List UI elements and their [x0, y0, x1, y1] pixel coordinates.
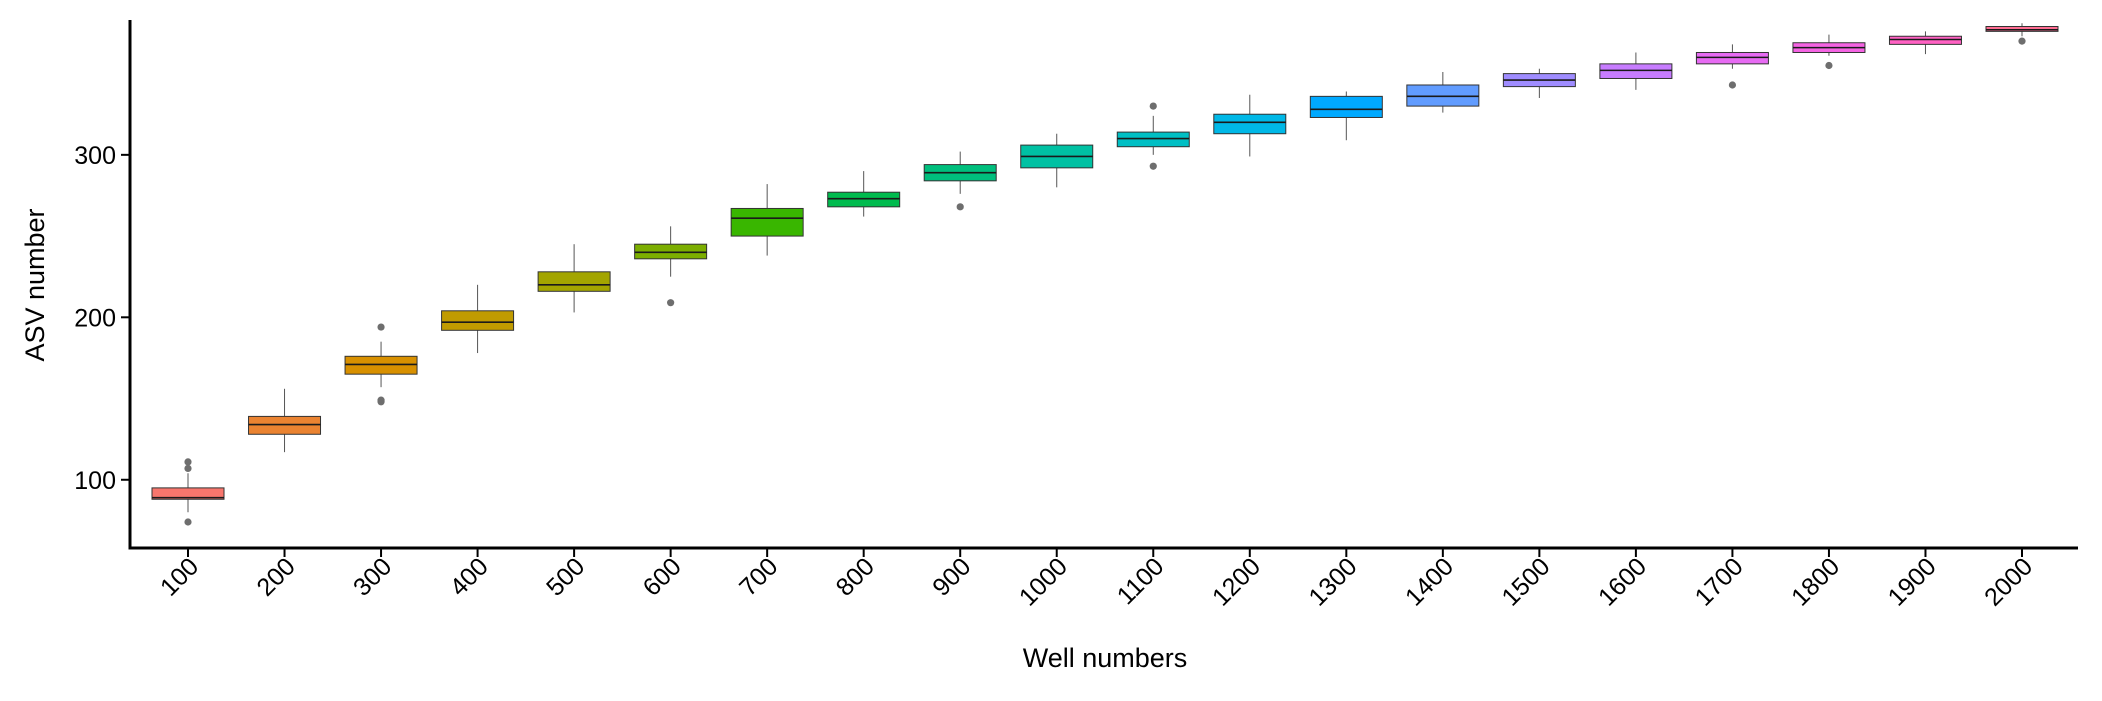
- box-400: [441, 310, 515, 331]
- box-group-2000: [1985, 23, 2059, 45]
- box-group-1000: [1020, 133, 1094, 188]
- box-group-100: [151, 458, 225, 526]
- box-1300: [1309, 95, 1383, 118]
- box-group-1300: [1309, 91, 1383, 141]
- box-group-1500: [1502, 68, 1576, 98]
- box-1400: [1406, 84, 1480, 107]
- box-group-200: [248, 388, 322, 453]
- outlier-point-100-2: [184, 458, 192, 466]
- box-group-900: [923, 151, 997, 211]
- box-700: [730, 207, 804, 237]
- x-tick-label-1200: 1200: [1207, 552, 1266, 611]
- outlier-point-100-0: [184, 518, 192, 526]
- x-tick-label-1500: 1500: [1496, 552, 1555, 611]
- box-group-1100: [1116, 102, 1190, 170]
- y-tick-label-200: 200: [74, 304, 116, 332]
- outlier-point-600-0: [667, 299, 675, 307]
- outlier-point-300-2: [377, 323, 385, 331]
- x-tick-label-1800: 1800: [1786, 552, 1845, 611]
- x-axis-title: Well numbers: [1023, 643, 1188, 673]
- outlier-point-1800-0: [1825, 61, 1833, 70]
- x-tick-label-1900: 1900: [1883, 552, 1942, 611]
- box-group-700: [730, 184, 804, 256]
- box-100: [151, 487, 225, 500]
- box-group-500: [537, 244, 611, 313]
- box-1600: [1599, 63, 1673, 79]
- x-tick-label-1100: 1100: [1112, 552, 1170, 610]
- chart-marks: [151, 23, 2059, 526]
- x-tick-label-200: 200: [251, 552, 300, 601]
- box-group-300: [344, 323, 418, 406]
- box-group-400: [441, 284, 515, 354]
- box-1700: [1695, 51, 1769, 65]
- x-tick-label-1300: 1300: [1303, 552, 1362, 611]
- x-tick-label-1000: 1000: [1014, 552, 1073, 611]
- box-group-1700: [1695, 44, 1769, 89]
- box-2000: [1985, 25, 2059, 32]
- box-800: [827, 191, 901, 208]
- x-tick-label-100: 100: [155, 552, 204, 601]
- box-group-1400: [1406, 71, 1480, 113]
- x-tick-label-600: 600: [638, 552, 687, 601]
- outlier-point-1700-0: [1728, 81, 1737, 89]
- box-300: [344, 355, 418, 375]
- x-tick-label-300: 300: [348, 552, 397, 601]
- box-group-800: [827, 171, 901, 217]
- outlier-point-100-1: [184, 464, 192, 472]
- box-500: [537, 271, 611, 292]
- box-1200: [1213, 113, 1287, 135]
- box-group-1800: [1792, 34, 1866, 70]
- x-tick-label-400: 400: [445, 552, 494, 601]
- box-group-1600: [1599, 52, 1673, 90]
- x-tick-label-1600: 1600: [1593, 552, 1652, 611]
- outlier-point-2000-0: [2018, 37, 2026, 45]
- x-tick-label-800: 800: [831, 552, 880, 601]
- box-group-1200: [1213, 94, 1287, 157]
- chart-axes: 100 200 300 100 200 300 400 500 600 700 800 900 1000…: [74, 20, 2078, 612]
- y-tick-label-100: 100: [74, 467, 116, 495]
- box-1900: [1888, 35, 1962, 45]
- x-tick-label-700: 700: [734, 552, 783, 601]
- box-600: [634, 243, 708, 260]
- outlier-point-1100-0: [1149, 162, 1157, 170]
- x-tick-label-1700: 1700: [1690, 552, 1749, 611]
- outlier-point-900-0: [956, 203, 964, 211]
- box-1100: [1116, 131, 1190, 148]
- outlier-point-1100-1: [1149, 102, 1157, 110]
- box-200: [248, 415, 322, 435]
- x-tick-label-900: 900: [927, 552, 976, 601]
- outlier-point-300-1: [377, 396, 385, 404]
- box-group-600: [634, 226, 708, 307]
- x-tick-label-2000: 2000: [1979, 552, 2038, 611]
- x-tick-label-500: 500: [541, 552, 590, 601]
- x-tick-label-1400: 1400: [1400, 552, 1459, 611]
- y-axis-title: ASV number: [20, 208, 50, 361]
- box-group-1900: [1888, 31, 1962, 55]
- y-tick-label-300: 300: [74, 142, 116, 170]
